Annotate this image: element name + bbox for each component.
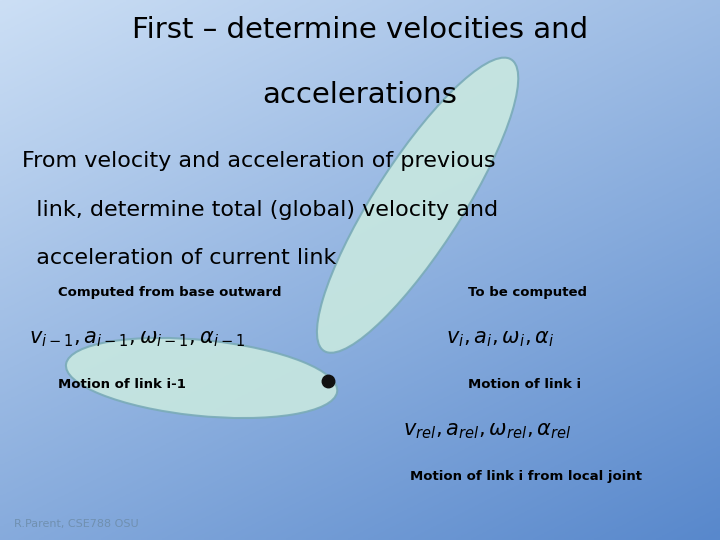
Text: Computed from base outward: Computed from base outward [58, 286, 281, 299]
Ellipse shape [317, 58, 518, 353]
Text: R.Parent, CSE788 OSU: R.Parent, CSE788 OSU [14, 519, 139, 529]
Text: Motion of link i from local joint: Motion of link i from local joint [410, 470, 642, 483]
Text: $v_{i-1}, a_{i-1}, \omega_{i-1}, \alpha_{i-1}$: $v_{i-1}, a_{i-1}, \omega_{i-1}, \alpha_… [29, 329, 245, 349]
Text: acceleration of current link: acceleration of current link [22, 248, 336, 268]
Text: link, determine total (global) velocity and: link, determine total (global) velocity … [22, 200, 498, 220]
Text: Motion of link i-1: Motion of link i-1 [58, 378, 186, 391]
Text: accelerations: accelerations [263, 81, 457, 109]
Text: $v_i, a_i, \omega_i, \alpha_i$: $v_i, a_i, \omega_i, \alpha_i$ [446, 329, 555, 349]
Text: From velocity and acceleration of previous: From velocity and acceleration of previo… [22, 151, 495, 171]
Text: To be computed: To be computed [468, 286, 587, 299]
Text: $v_{rel}, a_{rel}, \omega_{rel}, \alpha_{rel}$: $v_{rel}, a_{rel}, \omega_{rel}, \alpha_… [403, 421, 572, 441]
Text: Motion of link i: Motion of link i [468, 378, 581, 391]
Text: First – determine velocities and: First – determine velocities and [132, 16, 588, 44]
Ellipse shape [66, 338, 337, 418]
